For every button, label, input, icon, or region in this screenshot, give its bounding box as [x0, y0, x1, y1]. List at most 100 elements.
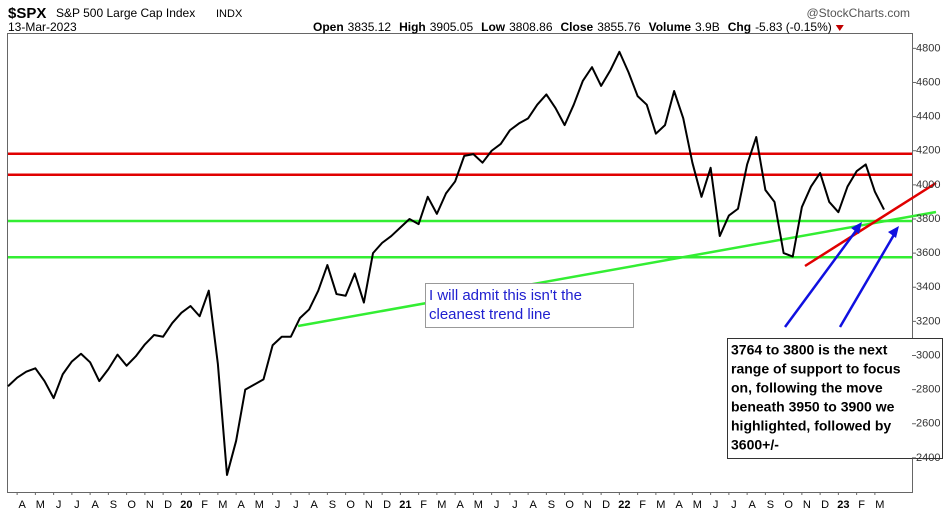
x-tick-label: F: [420, 499, 427, 511]
x-tick-label: D: [602, 499, 610, 511]
annotation-text: beneath 3950 to 3900 we: [731, 399, 895, 415]
x-tick-label: D: [383, 499, 391, 511]
x-tick-label: A: [748, 499, 756, 511]
y-tick-label: 4000: [916, 179, 940, 191]
x-tick-label: A: [529, 499, 537, 511]
x-tick-label: D: [164, 499, 172, 511]
x-tick-label: M: [875, 499, 884, 511]
x-tick-label: M: [693, 499, 702, 511]
x-tick-label: A: [310, 499, 318, 511]
x-tick-label: 23: [837, 499, 849, 511]
x-tick-label: M: [255, 499, 264, 511]
quote-label: Open: [313, 20, 344, 34]
arrow: [783, 227, 860, 328]
x-tick-label: O: [127, 499, 136, 511]
x-tick-label: J: [713, 499, 719, 511]
x-tick-label: M: [36, 499, 45, 511]
y-tick-label: 3400: [916, 281, 940, 293]
x-tick-label: J: [275, 499, 281, 511]
x-tick-label: N: [803, 499, 811, 511]
x-tick-label: F: [858, 499, 865, 511]
x-tick-label: J: [293, 499, 299, 511]
annotation-text: on, following the move: [731, 380, 883, 396]
x-tick-label: A: [18, 499, 26, 511]
x-tick-label: S: [548, 499, 555, 511]
x-tick-label: M: [474, 499, 483, 511]
y-tick-label: 4800: [916, 42, 940, 54]
x-tick-label: M: [656, 499, 665, 511]
x-tick-label: A: [237, 499, 245, 511]
quote-label: Close: [561, 20, 594, 34]
x-tick-label: 20: [180, 499, 192, 511]
x-tick-label: F: [201, 499, 208, 511]
arrow: [838, 232, 897, 328]
quote-value: 3905.05: [430, 20, 474, 34]
quote-value: 3835.12: [348, 20, 392, 34]
x-tick-label: J: [56, 499, 62, 511]
y-tick-label: 3200: [916, 315, 940, 327]
y-tick-label: 2400: [916, 452, 940, 464]
y-tick-label: 4200: [916, 145, 940, 157]
x-tick-label: J: [731, 499, 737, 511]
x-tick-label: S: [110, 499, 117, 511]
quote-value: 3808.86: [509, 20, 553, 34]
down-marker: [835, 25, 844, 31]
x-tick-label: N: [584, 499, 592, 511]
annotation-text: 3600+/-: [731, 437, 779, 453]
x-tick-label: A: [675, 499, 683, 511]
x-tick-label: N: [146, 499, 154, 511]
arrows: [783, 222, 899, 328]
x-tick-label: F: [639, 499, 646, 511]
x-tick-label: O: [346, 499, 355, 511]
x-tick-label: J: [494, 499, 500, 511]
trend-line: [297, 210, 937, 328]
x-tick-label: A: [456, 499, 464, 511]
quote-value: 3.9B: [695, 20, 720, 34]
x-tick-label: S: [329, 499, 336, 511]
x-tick-label: A: [91, 499, 99, 511]
quote-label: Low: [481, 20, 506, 34]
x-tick-label: 22: [618, 499, 630, 511]
annotation-box: [425, 283, 634, 328]
exchange: INDX: [216, 8, 243, 20]
quote-label: Chg: [728, 20, 751, 34]
y-tick-label: 3800: [916, 213, 940, 225]
x-tick-label: J: [74, 499, 80, 511]
date: 13-Mar-2023: [8, 20, 77, 34]
symbol: $SPX: [8, 5, 46, 22]
y-tick-label: 2600: [916, 418, 940, 430]
price-line: [7, 50, 885, 476]
x-tick-label: O: [565, 499, 574, 511]
annotation-text: range of support to focus: [731, 361, 901, 377]
arrow-head: [888, 226, 899, 238]
x-tick-label: S: [767, 499, 774, 511]
annotation-box: [727, 338, 943, 459]
x-tick-label: M: [218, 499, 227, 511]
annotation-text: highlighted, followed by: [731, 418, 891, 434]
trend-lines: [297, 181, 937, 328]
x-tick-label: D: [821, 499, 829, 511]
y-tick-label: 4600: [916, 76, 940, 88]
source: @StockCharts.com: [806, 6, 910, 20]
x-tick-label: O: [784, 499, 793, 511]
x-tick-label: M: [437, 499, 446, 511]
quote-label: Volume: [649, 20, 692, 34]
y-tick-label: 3000: [916, 349, 940, 361]
trend-line: [804, 181, 937, 268]
index-name: S&P 500 Large Cap Index: [56, 6, 195, 20]
x-tick-label: J: [512, 499, 518, 511]
quote-value: 3855.76: [597, 20, 641, 34]
x-tick-label: 21: [399, 499, 411, 511]
arrow-head: [851, 222, 862, 234]
annotation-text: cleanest trend line: [429, 306, 551, 323]
annotation-text: 3764 to 3800 is the next: [731, 342, 888, 358]
x-tick-label: N: [365, 499, 373, 511]
y-tick-label: 4400: [916, 111, 940, 123]
annotation-text: I will admit this isn't the: [429, 287, 582, 304]
y-tick-label: 2800: [916, 384, 940, 396]
plot-frame: [7, 33, 913, 493]
y-tick-label: 3600: [916, 247, 940, 259]
quote-value: -5.83 (-0.15%): [755, 20, 832, 34]
quote-label: High: [399, 20, 426, 34]
